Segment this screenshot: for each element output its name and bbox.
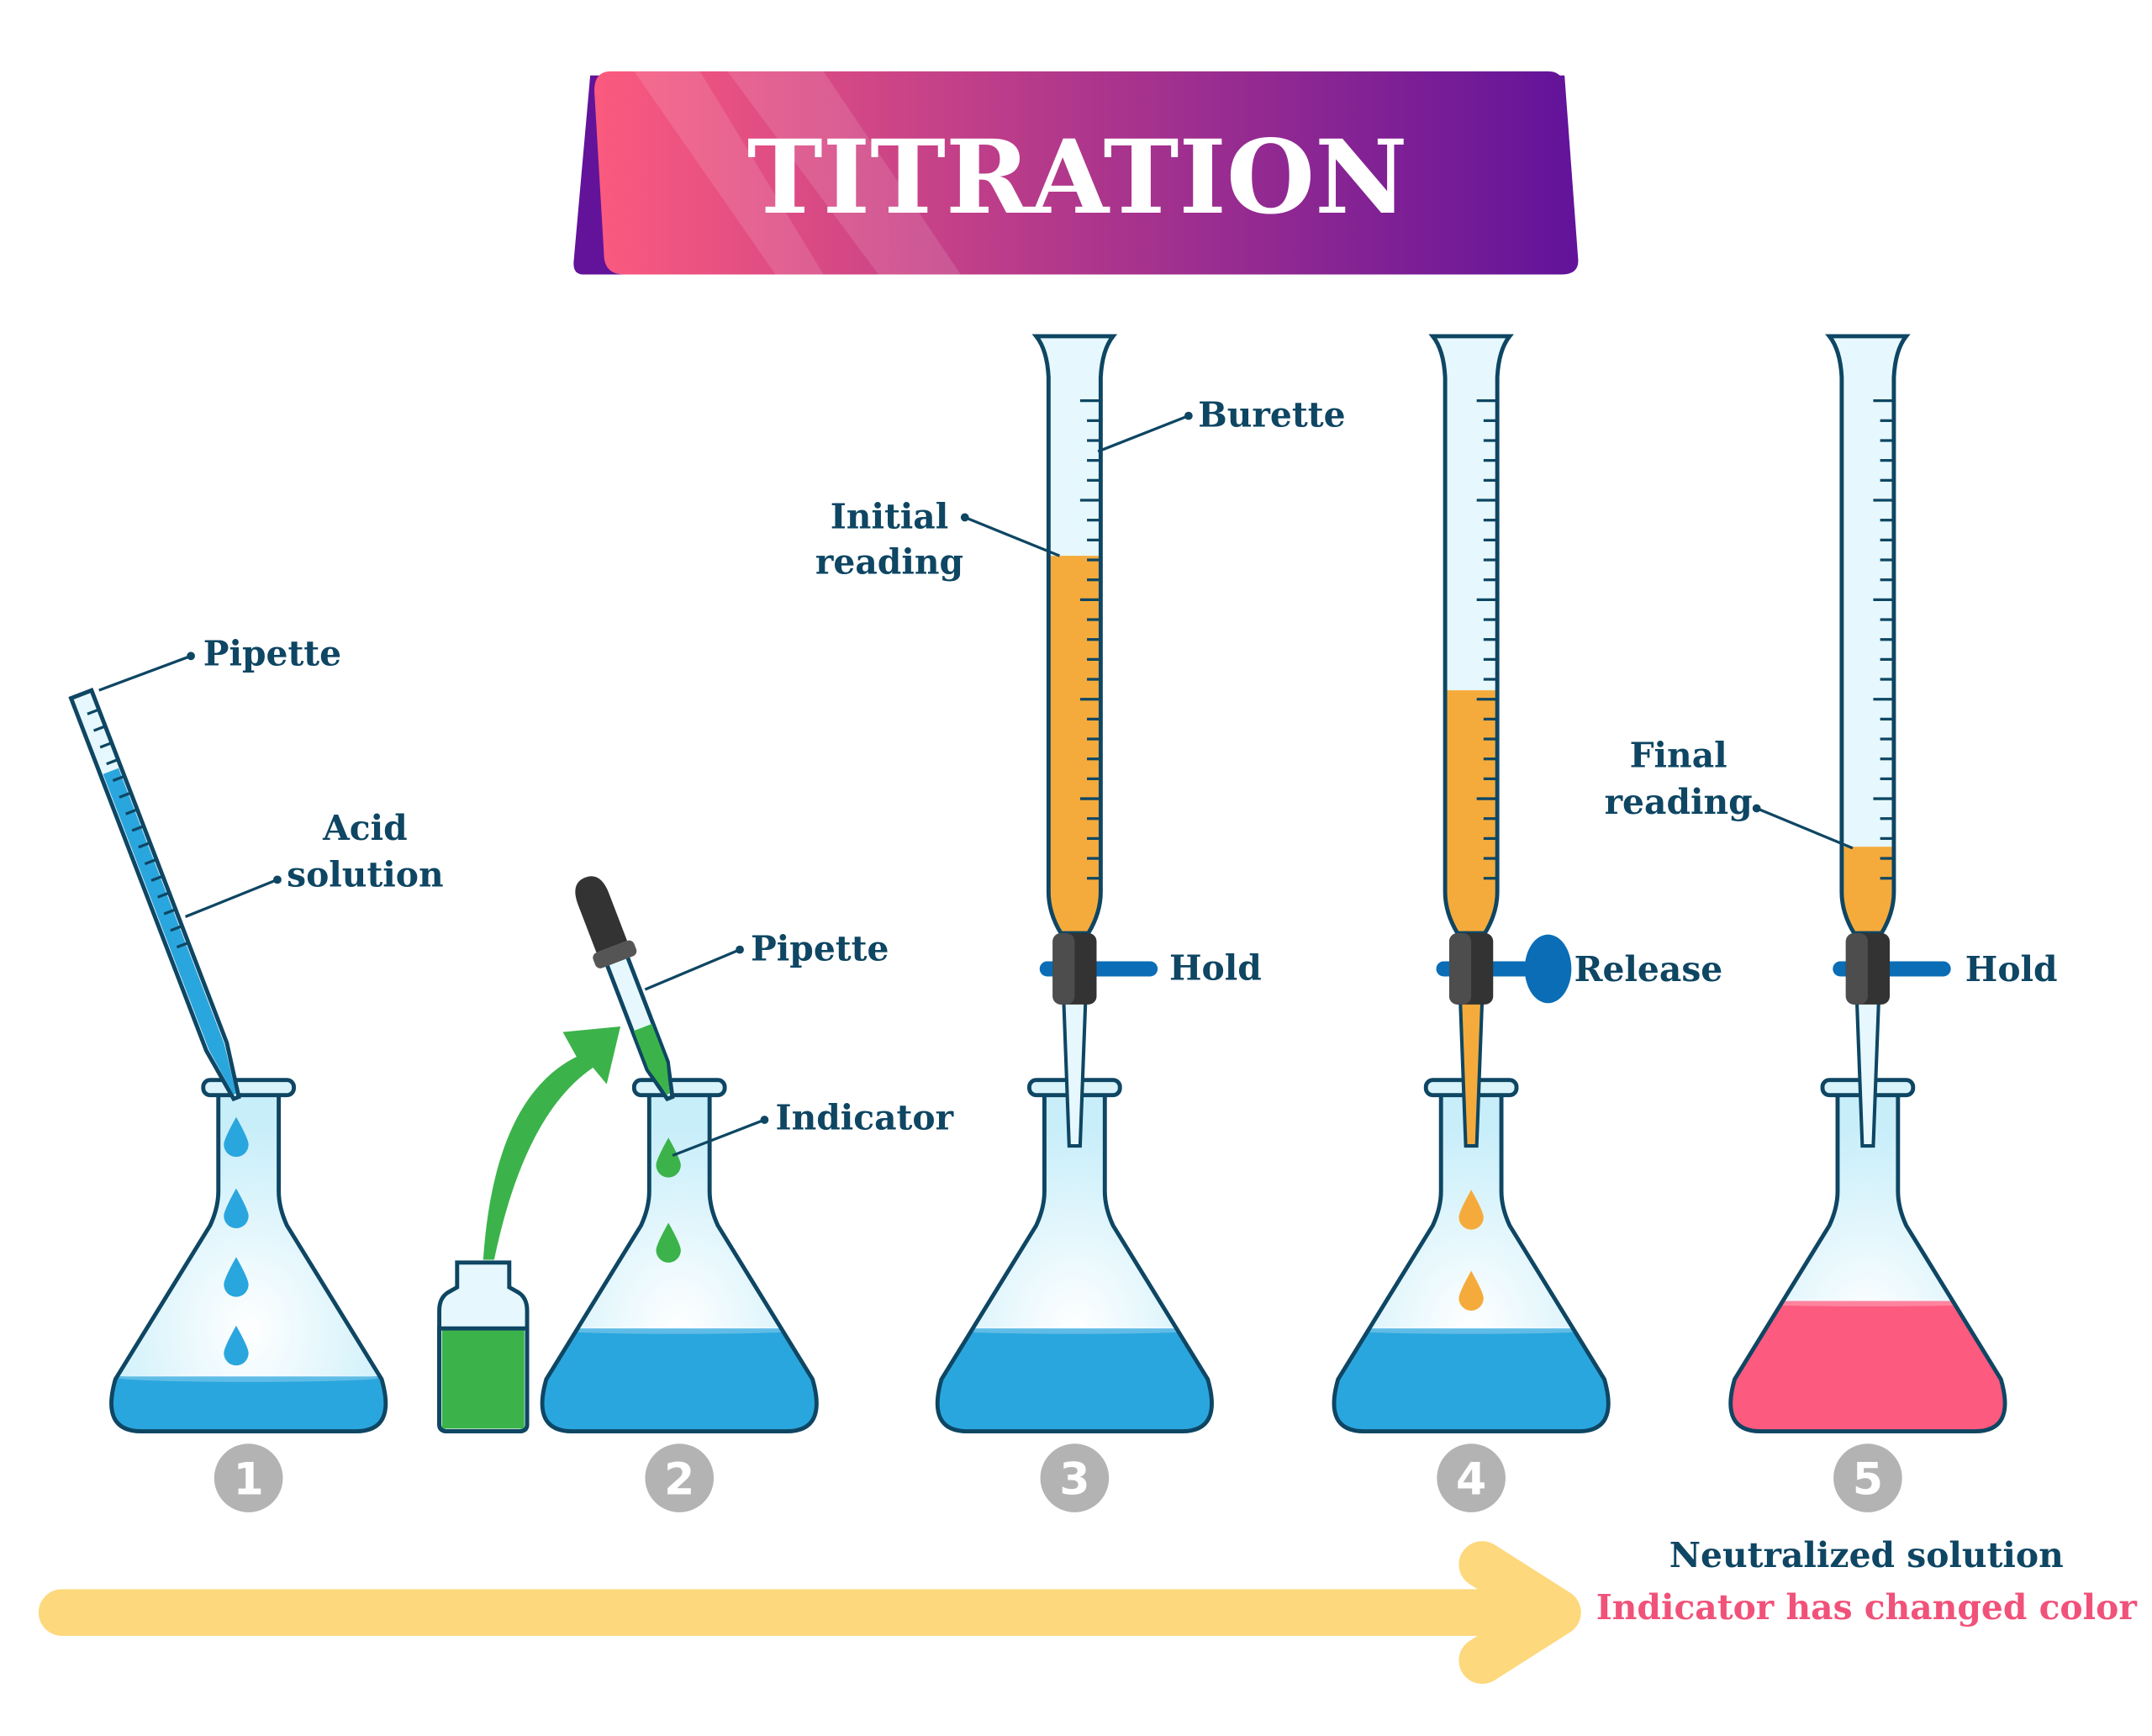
step-4: 4 xyxy=(1437,1443,1506,1512)
burette-1 xyxy=(1031,334,1158,1148)
flask-3 xyxy=(935,1078,1214,1434)
flask-4 xyxy=(1332,1078,1611,1434)
scale-tick xyxy=(124,808,137,815)
scale-tick xyxy=(170,925,182,932)
label-final-2: reading xyxy=(1605,782,1753,822)
step-circle xyxy=(1040,1443,1110,1512)
step-circle xyxy=(1437,1443,1506,1512)
step-number: 3 xyxy=(1059,1455,1089,1506)
scale-tick xyxy=(99,741,111,749)
burette-titrant xyxy=(1437,690,1506,934)
burette-3 xyxy=(1825,334,1951,1148)
burette-2 xyxy=(1428,334,1572,1148)
stopcock-knob-open xyxy=(1524,934,1572,1004)
step-1: 1 xyxy=(214,1443,283,1512)
scale-tick xyxy=(138,842,150,849)
flask-outline xyxy=(935,1091,1214,1434)
label-pipette-1: Pipette xyxy=(203,634,341,674)
acid-pipette xyxy=(68,688,241,1102)
scale-tick xyxy=(163,908,175,915)
title-banner: TITRATION xyxy=(573,71,1579,275)
indicator-dropper xyxy=(575,876,675,1102)
step-circle xyxy=(645,1443,715,1512)
flask-rim xyxy=(201,1078,296,1098)
labels: Pipette Acid solution Pipette Indicator … xyxy=(98,395,2138,1628)
step-2: 2 xyxy=(645,1443,715,1512)
droplet xyxy=(224,1257,249,1297)
scale-tick xyxy=(92,725,105,732)
flask-1 xyxy=(109,1078,388,1434)
flask-outline xyxy=(1332,1091,1611,1434)
flask-liquid xyxy=(111,1376,386,1432)
label-hold-5: Hold xyxy=(1965,949,2058,989)
scale-tick xyxy=(157,892,169,899)
burette-tip xyxy=(1062,997,1088,1148)
step-5: 5 xyxy=(1833,1443,1902,1512)
result-neutralized: Neutralized solution xyxy=(1669,1535,2064,1575)
flask-liquid xyxy=(1333,1328,1609,1432)
dropper-bulb xyxy=(575,876,628,953)
scale-tick xyxy=(176,942,188,949)
label-burette: Burette xyxy=(1198,395,1345,435)
flask-rim xyxy=(631,1078,727,1098)
title: TITRATION xyxy=(747,119,1408,237)
flask-liquid xyxy=(937,1328,1212,1432)
burette-tip xyxy=(1854,997,1881,1148)
scale-tick xyxy=(119,792,130,799)
label-final-1: Final xyxy=(1630,736,1727,776)
label-pipette-2: Pipette xyxy=(751,929,889,969)
burette-tip xyxy=(1458,997,1485,1148)
droplet xyxy=(1458,1190,1484,1230)
burette-tube xyxy=(1829,335,1907,934)
curved-arrow xyxy=(483,1026,621,1260)
droplet xyxy=(656,1222,681,1263)
scale-tick xyxy=(106,758,118,766)
result-indicator-changed: Indicator has changed color xyxy=(1596,1587,2138,1628)
flask-outline xyxy=(540,1091,819,1434)
pipette-acid xyxy=(103,768,236,1095)
label-hold-3: Hold xyxy=(1169,948,1262,989)
step-number: 5 xyxy=(1853,1455,1883,1506)
scale-tick xyxy=(150,875,162,882)
flask-2 xyxy=(540,1078,819,1434)
scale-tick xyxy=(131,825,143,832)
step-circle xyxy=(214,1443,283,1512)
label-indicator: Indicator xyxy=(776,1097,954,1137)
indicator-bottle xyxy=(437,1260,530,1434)
indicator-liquid xyxy=(441,1328,525,1429)
droplet xyxy=(1458,1270,1484,1311)
step-circle xyxy=(1833,1443,1902,1512)
label-acid-2: solution xyxy=(287,855,444,895)
step-number: 4 xyxy=(1456,1455,1486,1506)
flask-outline xyxy=(109,1091,388,1434)
flask-liquid xyxy=(542,1328,817,1432)
dropper-collar xyxy=(593,940,637,968)
label-initial-1: Initial xyxy=(831,496,949,536)
droplet xyxy=(224,1116,249,1158)
droplet xyxy=(224,1325,249,1366)
flask-liquid xyxy=(1730,1301,2006,1432)
scale-tick xyxy=(112,775,124,783)
flask-outline xyxy=(1728,1091,2007,1434)
step-number: 1 xyxy=(233,1455,263,1506)
dropper-indicator xyxy=(633,1024,670,1095)
droplet xyxy=(656,1137,681,1178)
label-initial-2: reading xyxy=(815,541,963,582)
progress-arrow xyxy=(38,1541,1581,1684)
droplet xyxy=(224,1188,249,1229)
scale-tick xyxy=(87,709,98,715)
label-acid-1: Acid xyxy=(322,808,408,848)
step-3: 3 xyxy=(1040,1443,1110,1512)
label-release-4: Release xyxy=(1574,949,1723,989)
scale-tick xyxy=(144,858,156,866)
flask-glass xyxy=(111,1094,386,1432)
step-number: 2 xyxy=(664,1455,694,1506)
